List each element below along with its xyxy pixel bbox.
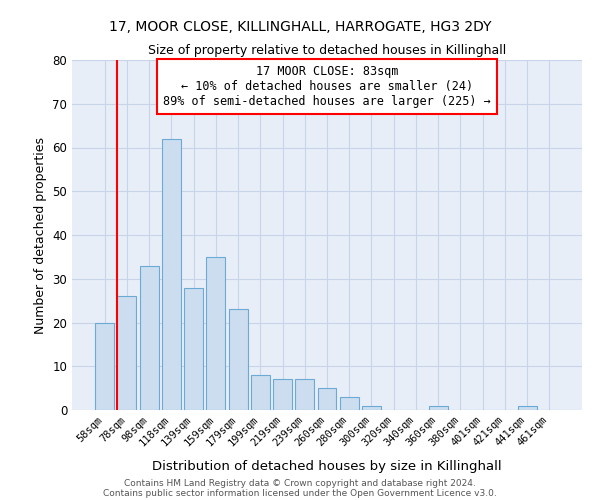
- Text: Contains HM Land Registry data © Crown copyright and database right 2024.: Contains HM Land Registry data © Crown c…: [124, 478, 476, 488]
- Bar: [140, 266, 158, 410]
- Bar: [206, 257, 225, 410]
- Y-axis label: Number of detached properties: Number of detached properties: [34, 136, 47, 334]
- Bar: [362, 406, 381, 410]
- Bar: [317, 388, 337, 410]
- Bar: [251, 375, 270, 410]
- Text: Contains public sector information licensed under the Open Government Licence v3: Contains public sector information licen…: [103, 488, 497, 498]
- Bar: [295, 380, 314, 410]
- Title: Size of property relative to detached houses in Killinghall: Size of property relative to detached ho…: [148, 44, 506, 58]
- Bar: [273, 380, 292, 410]
- Text: 17, MOOR CLOSE, KILLINGHALL, HARROGATE, HG3 2DY: 17, MOOR CLOSE, KILLINGHALL, HARROGATE, …: [109, 20, 491, 34]
- Bar: [340, 397, 359, 410]
- Bar: [184, 288, 203, 410]
- Bar: [118, 296, 136, 410]
- Bar: [162, 138, 181, 410]
- Bar: [229, 310, 248, 410]
- Bar: [518, 406, 536, 410]
- X-axis label: Distribution of detached houses by size in Killinghall: Distribution of detached houses by size …: [152, 460, 502, 472]
- Text: 17 MOOR CLOSE: 83sqm
← 10% of detached houses are smaller (24)
89% of semi-detac: 17 MOOR CLOSE: 83sqm ← 10% of detached h…: [163, 65, 491, 108]
- Bar: [429, 406, 448, 410]
- Bar: [95, 322, 114, 410]
